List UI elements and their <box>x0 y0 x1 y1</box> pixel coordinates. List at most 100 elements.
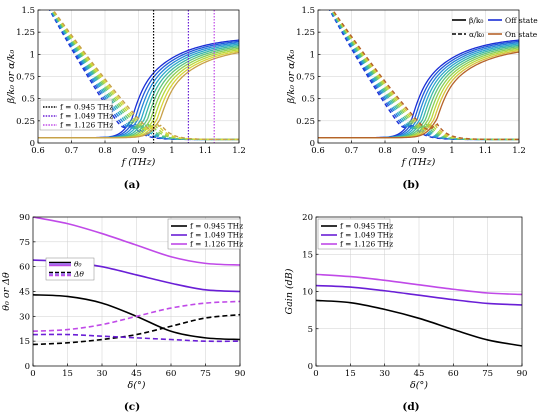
x-tick-label: 45 <box>414 369 425 379</box>
axes-frame <box>317 9 520 144</box>
y-tick-label: 30 <box>19 312 30 322</box>
x-axis-label: f (THz) <box>401 157 436 168</box>
x-tick-label: 0.7 <box>345 146 359 156</box>
y-tick-label: 0.5 <box>21 95 35 105</box>
y-tick-label: 15 <box>19 337 30 347</box>
x-tick-label: 0.6 <box>31 146 45 156</box>
series-line <box>33 313 240 346</box>
y-tick-label: 0 <box>25 362 30 372</box>
x-tick-label: 0.9 <box>412 146 426 156</box>
axes-frame <box>315 216 523 367</box>
x-tick-label: 0.8 <box>98 146 112 156</box>
x-tick-label: 1 <box>169 146 174 156</box>
y-tick-label: 1 <box>30 50 35 60</box>
x-tick-label: 90 <box>235 369 246 379</box>
series-line <box>33 333 240 343</box>
alpha-curve <box>331 10 519 141</box>
legend-label: f = 0.945 THz <box>60 103 113 112</box>
legend-label: Δθ <box>73 270 84 279</box>
alpha-curve <box>51 10 239 141</box>
y-tick-label: 90 <box>19 213 30 223</box>
y-tick-label: 0.75 <box>16 73 35 83</box>
x-tick-label: 0.9 <box>132 146 146 156</box>
x-tick-label: 15 <box>62 369 73 379</box>
x-tick-label: 60 <box>166 369 177 379</box>
legend-label: β/k₀ <box>469 16 483 25</box>
legend-label: θ₀ <box>74 260 82 269</box>
y-axis-label: Gain (dB) <box>284 268 295 314</box>
beta-curve <box>318 51 519 139</box>
x-tick-label: 0 <box>30 369 35 379</box>
plot-area <box>33 217 240 346</box>
x-tick-label: 90 <box>517 369 528 379</box>
y-axis-label: θ₀ or Δθ <box>1 272 12 311</box>
x-tick-label: 45 <box>131 369 142 379</box>
y-tick-label: 0 <box>308 362 313 372</box>
alpha-curve <box>51 10 239 141</box>
panel-caption: (c) <box>124 401 140 413</box>
legend-label: f = 1.049 THz <box>60 112 113 121</box>
y-tick-label: 1.5 <box>21 6 35 16</box>
legend-box <box>317 218 391 250</box>
plot-area <box>38 10 239 143</box>
y-tick-label: 10 <box>302 288 313 298</box>
y-tick-label: 1.25 <box>296 28 315 38</box>
panel-caption: (d) <box>402 401 419 413</box>
x-axis-label: δ(°) <box>128 380 146 391</box>
alpha-curve <box>51 10 239 141</box>
y-tick-label: 0.25 <box>16 117 35 127</box>
y-axis-label: β/k₀ or α/k₀ <box>286 49 297 104</box>
legend-box <box>45 257 95 281</box>
y-axis-label: β/k₀ or α/k₀ <box>6 49 17 104</box>
series-line <box>33 300 240 333</box>
alpha-curve <box>331 10 519 141</box>
legend-label: f = 1.049 THz <box>190 231 243 240</box>
x-tick-label: 75 <box>482 369 493 379</box>
panel-caption: (a) <box>124 179 141 191</box>
x-tick-label: 0 <box>313 369 318 379</box>
y-tick-label: 1.5 <box>301 6 315 16</box>
x-axis-label: δ(°) <box>410 380 428 391</box>
legend-label: f = 0.945 THz <box>190 222 243 231</box>
legend-label: Off state <box>505 16 538 25</box>
y-tick-label: 0.5 <box>301 95 315 105</box>
y-tick-label: 0 <box>30 139 35 149</box>
chart-panel-d: 0 15 30 45 60 75 90 0 5 10 15 20 δ(°) Gain (dB) (d) f =… <box>284 213 527 413</box>
legend-label: f = 1.049 THz <box>340 231 393 240</box>
y-tick-label: 1.25 <box>16 28 35 38</box>
axes-frame <box>37 9 240 144</box>
y-tick-label: 15 <box>302 250 313 260</box>
legend-label: f = 0.945 THz <box>340 222 393 231</box>
alpha-curve <box>330 10 519 141</box>
legend-label: On state <box>505 30 538 39</box>
legend-label: f = 1.126 THz <box>190 240 243 249</box>
x-tick-label: 60 <box>448 369 459 379</box>
panel-caption: (b) <box>402 179 419 191</box>
series-line <box>33 217 240 266</box>
x-tick-label: 15 <box>345 369 356 379</box>
plot-area <box>318 10 519 141</box>
y-tick-label: 0 <box>310 139 315 149</box>
chart-panel-c: 0 15 30 45 60 75 90 0 15 30 45 60 75 90 δ(°) θ₀ or Δθ (c… <box>1 213 245 413</box>
x-tick-label: 30 <box>379 369 390 379</box>
x-tick-label: 0.6 <box>311 146 325 156</box>
series-line <box>316 284 522 306</box>
beta-curve <box>38 51 239 139</box>
legend-label: f = 1.126 THz <box>60 121 113 130</box>
x-tick-label: 1 <box>449 146 454 156</box>
legend-label: f = 1.126 THz <box>340 240 393 249</box>
legend-label: α/k₀ <box>469 30 484 39</box>
y-tick-label: 0.75 <box>296 73 315 83</box>
x-tick-label: 75 <box>200 369 211 379</box>
x-tick-label: 0.7 <box>65 146 79 156</box>
y-tick-label: 45 <box>19 288 30 298</box>
series-line <box>316 299 522 347</box>
chart-panel-a: 0.6 0.7 0.8 0.9 1 1.1 1.2 0 0.25 0.5 0.75 1 1.25 1.5 f… <box>6 6 246 191</box>
x-axis-label: f (THz) <box>121 157 156 168</box>
axes-frame <box>32 216 241 367</box>
y-tick-label: 5 <box>308 325 313 335</box>
